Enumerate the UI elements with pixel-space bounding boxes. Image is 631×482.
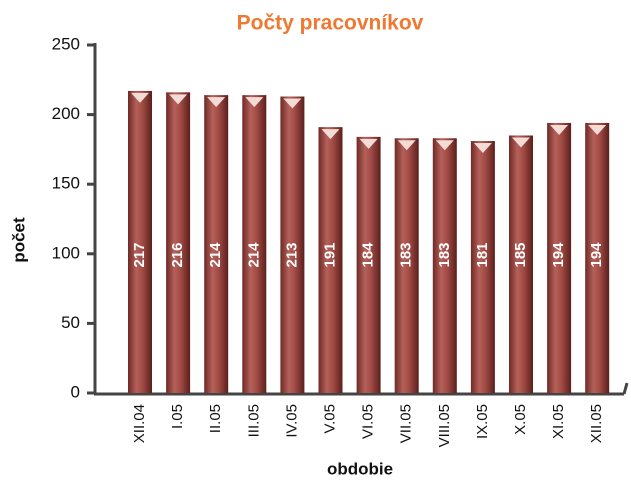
y-axis-label: počet bbox=[9, 217, 28, 263]
x-tick-label: VII.05 bbox=[398, 404, 415, 443]
x-tick-label: I.05 bbox=[169, 404, 186, 429]
bar bbox=[547, 122, 572, 394]
value-label: 217 bbox=[131, 242, 148, 267]
bar-cap bbox=[321, 129, 340, 140]
bar bbox=[280, 96, 305, 393]
value-label: 184 bbox=[360, 242, 377, 268]
x-tick-label: XII.04 bbox=[131, 404, 148, 443]
value-label: 216 bbox=[169, 242, 186, 267]
bar bbox=[394, 138, 419, 393]
bar-cap bbox=[550, 124, 569, 135]
x-tick-label: VI.05 bbox=[360, 404, 377, 439]
value-label: 191 bbox=[321, 242, 338, 267]
bar-cap bbox=[435, 140, 454, 151]
bar bbox=[166, 92, 191, 393]
value-label: 183 bbox=[436, 242, 453, 267]
bar bbox=[318, 127, 343, 394]
x-tick-label: XII.05 bbox=[588, 404, 605, 443]
y-tick-label: 50 bbox=[61, 313, 80, 332]
x-tick-label: XI.05 bbox=[550, 404, 567, 439]
bar-cap bbox=[512, 137, 530, 148]
x-tick-label: VIII.05 bbox=[436, 404, 453, 447]
x-tick-label: II.05 bbox=[207, 404, 224, 433]
x-tick-label: IV.05 bbox=[283, 404, 300, 438]
x-axis-label: obdobie bbox=[327, 459, 393, 478]
bar bbox=[128, 90, 152, 393]
value-label: 181 bbox=[474, 242, 491, 267]
value-label: 183 bbox=[398, 242, 415, 267]
value-label: 194 bbox=[588, 242, 605, 268]
value-label: 214 bbox=[245, 242, 262, 268]
value-label: 214 bbox=[207, 242, 224, 268]
bar bbox=[356, 136, 381, 393]
bar bbox=[585, 122, 610, 394]
bar-cap bbox=[245, 97, 264, 108]
bar-cap bbox=[207, 97, 226, 108]
y-tick-label: 0 bbox=[71, 382, 80, 401]
bar bbox=[432, 138, 457, 393]
x-tick-label: IX.05 bbox=[474, 404, 491, 439]
x-tick-label: III.05 bbox=[245, 404, 262, 437]
bar-cap bbox=[397, 140, 416, 151]
bar-cap bbox=[359, 138, 378, 149]
y-tick-label: 150 bbox=[52, 174, 80, 193]
value-label: 213 bbox=[283, 242, 300, 267]
bar-cap bbox=[131, 92, 149, 103]
y-tick-label: 250 bbox=[52, 34, 80, 53]
bar-cap bbox=[473, 143, 492, 154]
x-axis-end bbox=[622, 382, 629, 395]
bar-cap bbox=[588, 124, 607, 135]
bar-cap bbox=[169, 94, 188, 105]
y-tick-label: 200 bbox=[52, 104, 80, 123]
x-tick-label: V.05 bbox=[321, 404, 338, 433]
bar bbox=[509, 135, 533, 394]
y-tick-label: 100 bbox=[52, 243, 80, 262]
bar bbox=[204, 95, 229, 393]
value-label: 185 bbox=[512, 242, 529, 267]
value-label: 194 bbox=[550, 242, 567, 268]
bar bbox=[470, 141, 495, 393]
chart-title: Počty pracovníkov bbox=[237, 12, 424, 35]
x-tick-label: X.05 bbox=[512, 404, 529, 435]
bar-cap bbox=[283, 98, 302, 109]
bar bbox=[242, 95, 267, 393]
